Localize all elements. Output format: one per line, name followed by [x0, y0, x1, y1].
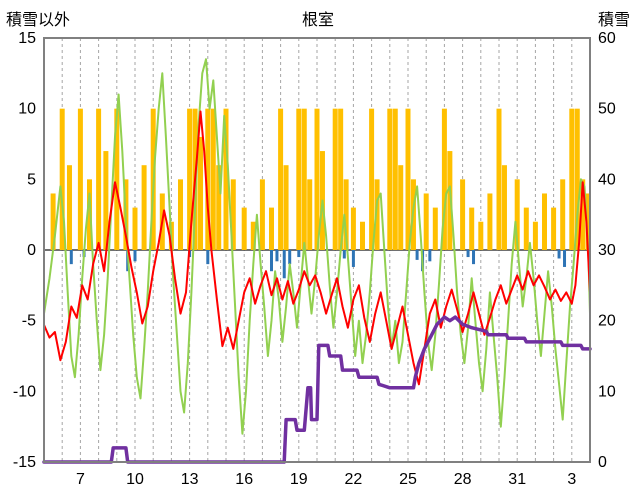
- left-axis-title: 積雪以外: [6, 12, 71, 29]
- chart-title: 根室: [301, 12, 334, 29]
- svg-text:10: 10: [126, 471, 144, 488]
- svg-text:7: 7: [76, 471, 85, 488]
- svg-text:31: 31: [508, 471, 526, 488]
- svg-text:20: 20: [598, 313, 616, 330]
- svg-text:50: 50: [598, 101, 616, 118]
- svg-text:-15: -15: [13, 454, 36, 471]
- svg-text:30: 30: [598, 242, 616, 259]
- svg-text:25: 25: [399, 471, 417, 488]
- svg-text:3: 3: [567, 471, 576, 488]
- svg-text:40: 40: [598, 171, 616, 188]
- svg-text:10: 10: [598, 383, 616, 400]
- svg-text:-5: -5: [22, 313, 36, 330]
- svg-text:19: 19: [290, 471, 308, 488]
- svg-text:22: 22: [345, 471, 363, 488]
- svg-text:0: 0: [27, 242, 36, 259]
- right-axis-title: 積雪: [597, 12, 630, 29]
- svg-text:5: 5: [27, 171, 36, 188]
- svg-text:13: 13: [181, 471, 199, 488]
- svg-text:15: 15: [18, 30, 36, 47]
- svg-text:16: 16: [235, 471, 253, 488]
- svg-text:28: 28: [454, 471, 472, 488]
- svg-text:-10: -10: [13, 383, 36, 400]
- svg-text:10: 10: [18, 101, 36, 118]
- svg-text:60: 60: [598, 30, 616, 47]
- svg-text:0: 0: [598, 454, 607, 471]
